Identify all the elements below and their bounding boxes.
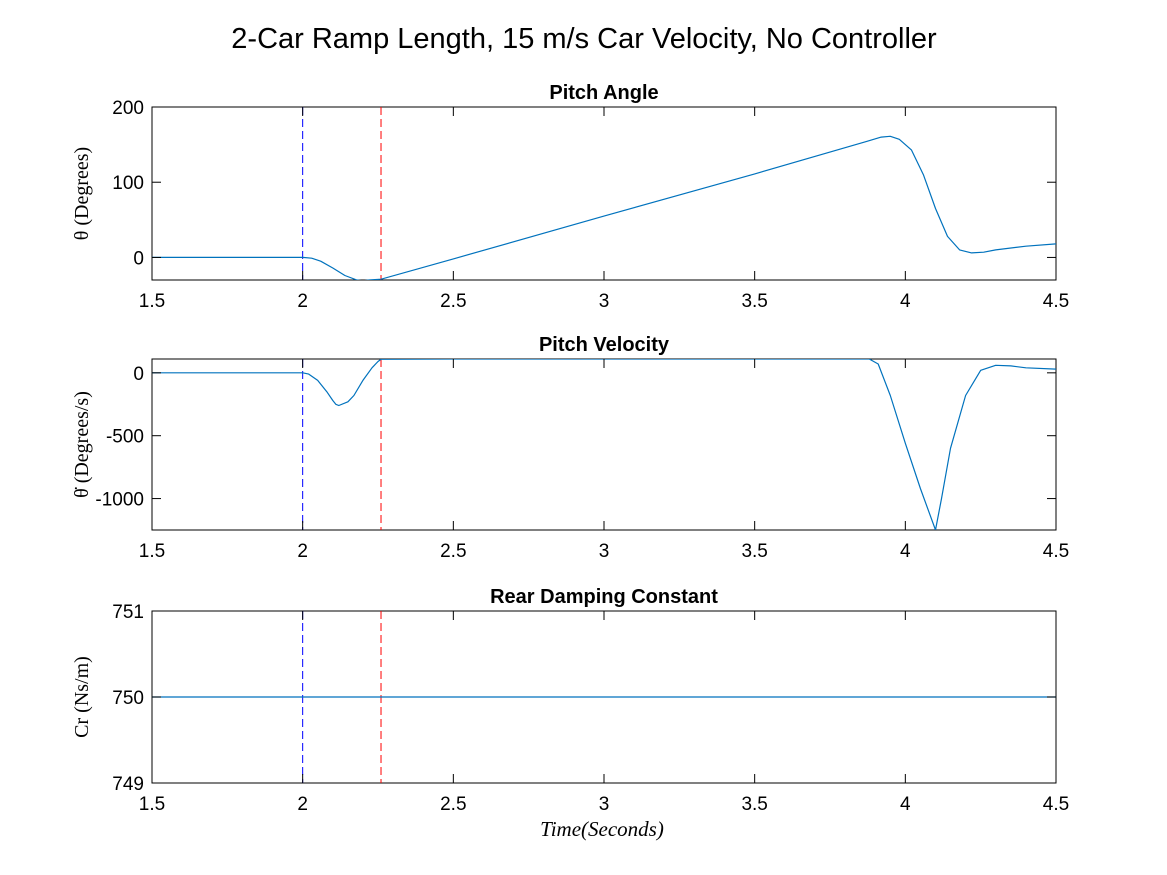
y-tick-label: 751 (112, 602, 144, 623)
x-tick-label: 3.5 (741, 291, 767, 312)
x-tick-label: 2 (297, 291, 308, 312)
x-tick-label: 3 (599, 794, 610, 815)
subplot-title: Rear Damping Constant (490, 586, 718, 608)
subplot-title: Pitch Angle (549, 82, 658, 104)
series-line-1 (152, 359, 1056, 530)
axes-frame (151, 106, 1057, 281)
x-tick-label: 4.5 (1043, 291, 1069, 312)
x-tick-label: 2 (297, 541, 308, 562)
x-tick-label: 4.5 (1043, 794, 1069, 815)
figure-title: 2-Car Ramp Length, 15 m/s Car Velocity, … (231, 23, 937, 55)
x-tick-label: 2 (297, 794, 308, 815)
subplot-3: 1.5 2 2.5 3 3.5 4 4.5 749 750 751 Rear Damping Con… (71, 586, 1069, 841)
x-tick-label: 3.5 (741, 794, 767, 815)
x-tick-label: 4 (900, 541, 911, 562)
subplot-title: Pitch Velocity (539, 334, 670, 356)
y-tick-label: 0 (133, 248, 144, 269)
x-tick-label: 2.5 (440, 541, 466, 562)
y-tick-label: -500 (106, 427, 144, 448)
x-tick-label: 1.5 (139, 541, 165, 562)
x-tick-label: 2.5 (440, 794, 466, 815)
x-tick-label: 4 (900, 291, 911, 312)
y-tick-label: -1000 (95, 490, 144, 511)
y-tick-label: 200 (112, 98, 144, 119)
x-tick-label: 1.5 (139, 291, 165, 312)
subplot-2: 1.5 2 2.5 3 3.5 4 4.5 -1000 -500 0 Pitch Velocity θ… (71, 334, 1069, 562)
x-tick-label: 1.5 (139, 794, 165, 815)
axes-frame (151, 358, 1057, 531)
y-tick-label: 749 (112, 774, 144, 795)
y-tick-label: 0 (133, 364, 144, 385)
y-axis-label: Cr (Ns/m) (71, 656, 93, 738)
x-tick-label: 4 (900, 794, 911, 815)
x-tick-label: 2.5 (440, 291, 466, 312)
x-tick-label: 3.5 (741, 541, 767, 562)
y-axis-label: θ (Degrees) (71, 147, 93, 240)
x-axis-label: Time(Seconds) (540, 817, 664, 841)
x-tick-label: 4.5 (1043, 541, 1069, 562)
x-tick-label: 3 (599, 291, 610, 312)
y-axis-label: θ̇ (Degrees/s) (71, 391, 93, 498)
subplot-1: 1.5 2 2.5 3 3.5 4 4.5 0 100 200 Pitch Angle θ (Degr… (71, 82, 1069, 312)
x-tick-label: 3 (599, 541, 610, 562)
y-tick-label: 100 (112, 173, 144, 194)
series-line-1 (152, 135, 1056, 280)
y-tick-label: 750 (112, 688, 144, 709)
